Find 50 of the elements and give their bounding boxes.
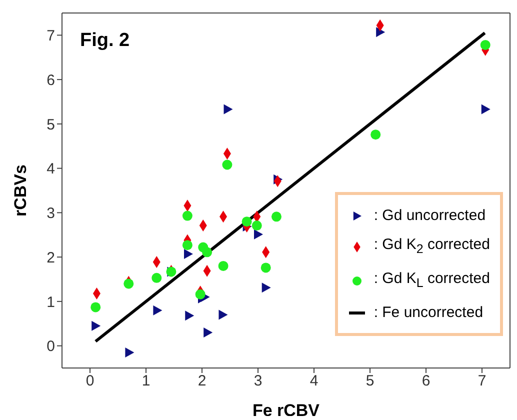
- point: [376, 27, 386, 38]
- y-tick-label: 0: [46, 338, 55, 356]
- point: [92, 320, 101, 331]
- x-tick-label: 5: [366, 372, 374, 390]
- point: [481, 104, 490, 114]
- point: [153, 305, 162, 316]
- x-tick-label: 6: [422, 372, 430, 390]
- y-tick-label: 2: [46, 249, 55, 266]
- x-tick-label: 4: [310, 372, 318, 390]
- y-tick-label: 4: [46, 160, 55, 178]
- y-tick-label: 7: [46, 28, 55, 45]
- legend-label: : Gd K$_{L}$ corrected: [374, 269, 490, 292]
- point: [204, 328, 213, 338]
- point: [480, 40, 490, 50]
- legend-label: : Gd K$_{2}$ corrected: [374, 235, 490, 258]
- point: [254, 229, 263, 240]
- y-tick-label: 3: [46, 205, 55, 222]
- y-axis-title: rCBVs: [11, 164, 30, 216]
- point: [182, 210, 192, 221]
- point: [262, 282, 271, 293]
- text: Fig. 2: [80, 30, 130, 52]
- y-tick-label: 6: [46, 72, 55, 89]
- point: [218, 310, 228, 320]
- y-tick-label: 1: [46, 294, 55, 311]
- x-tick-label: 1: [142, 372, 150, 390]
- x-tick-label: 3: [254, 372, 262, 390]
- point: [242, 216, 252, 227]
- point: [185, 310, 194, 321]
- x-tick-label: 0: [86, 372, 94, 390]
- point: [125, 347, 134, 358]
- point: [218, 260, 228, 271]
- point: [195, 289, 206, 300]
- point: [124, 278, 134, 289]
- point: [184, 248, 193, 259]
- y-tick-label: 5: [46, 116, 55, 134]
- x-tick-label: 2: [198, 372, 206, 390]
- point: [182, 240, 192, 250]
- point: [90, 302, 101, 312]
- point: [152, 272, 162, 283]
- x-tick-label: 7: [478, 372, 486, 390]
- point: [222, 160, 232, 170]
- x-axis-title: Fe rCBV: [252, 401, 320, 420]
- point: [252, 220, 262, 231]
- point: [260, 262, 271, 273]
- point: [224, 104, 233, 114]
- point: [202, 247, 212, 258]
- point: [370, 130, 381, 140]
- legend-label: : Fe uncorrected: [374, 303, 484, 323]
- point: [271, 212, 282, 222]
- legend-label: : Gd uncorrected: [374, 206, 486, 226]
